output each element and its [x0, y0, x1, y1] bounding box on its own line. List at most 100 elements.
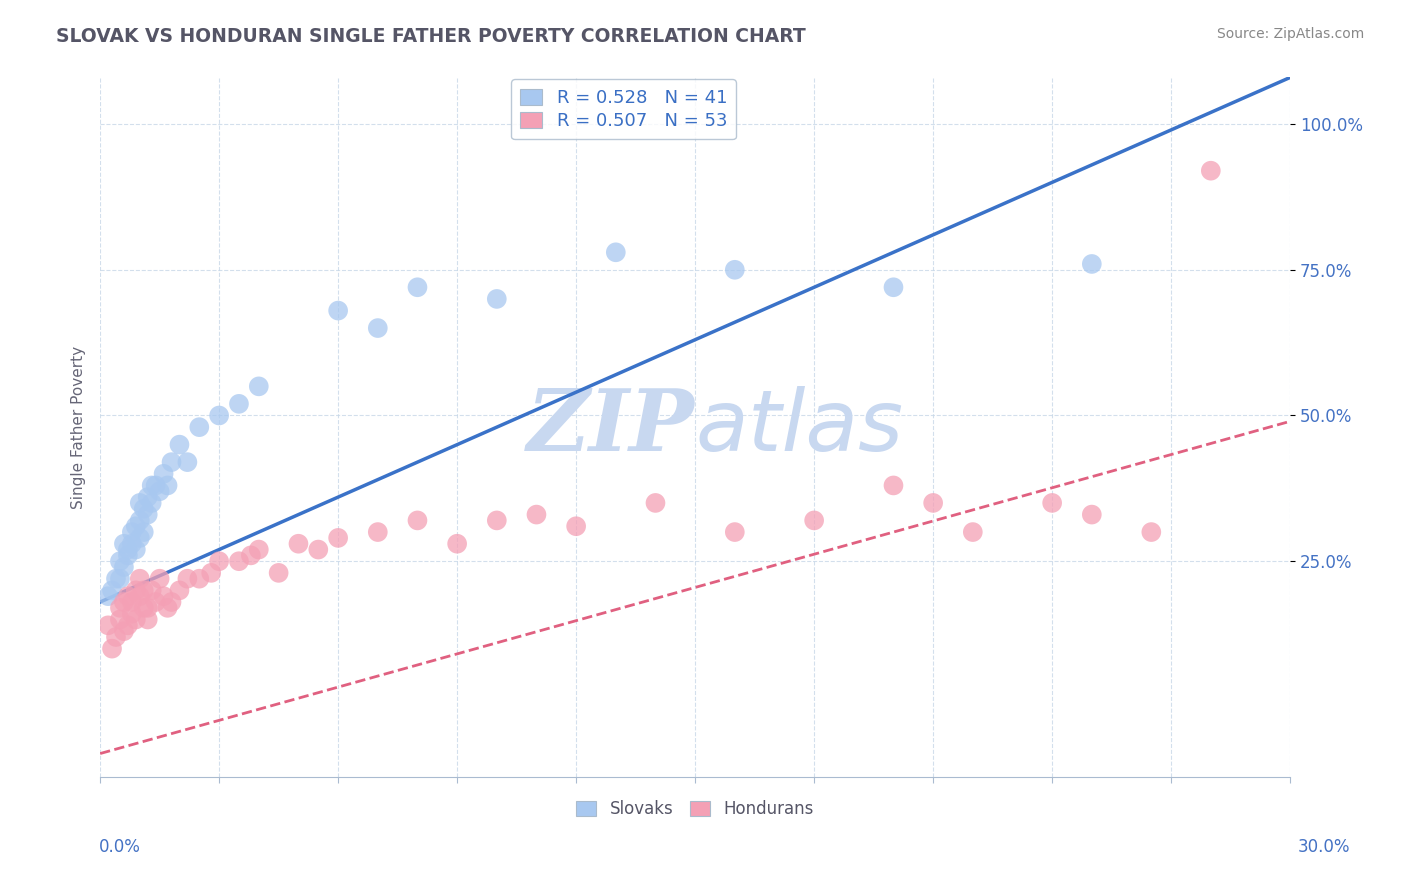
Point — [724, 262, 747, 277]
Text: 30.0%: 30.0% — [1298, 838, 1350, 856]
Point — [145, 478, 167, 492]
Point — [117, 542, 139, 557]
Text: ZIP: ZIP — [527, 385, 695, 469]
Point — [1140, 524, 1163, 539]
Point — [176, 572, 198, 586]
Point — [117, 618, 139, 632]
Point — [112, 624, 135, 639]
Point — [149, 484, 172, 499]
Text: 0.0%: 0.0% — [98, 838, 141, 856]
Point — [1081, 508, 1104, 522]
Point — [152, 467, 174, 481]
Point — [125, 583, 148, 598]
Point — [141, 496, 163, 510]
Point — [132, 583, 155, 598]
Point — [156, 478, 179, 492]
Point — [136, 613, 159, 627]
Point — [605, 245, 627, 260]
Point — [406, 513, 429, 527]
Point — [169, 437, 191, 451]
Point — [485, 513, 508, 527]
Point — [247, 542, 270, 557]
Point — [228, 397, 250, 411]
Point — [1199, 163, 1222, 178]
Point — [149, 572, 172, 586]
Point — [882, 478, 904, 492]
Point — [112, 537, 135, 551]
Point — [326, 531, 349, 545]
Point — [188, 572, 211, 586]
Point — [267, 566, 290, 580]
Point — [132, 524, 155, 539]
Point — [125, 519, 148, 533]
Point — [247, 379, 270, 393]
Point — [117, 589, 139, 603]
Point — [108, 613, 131, 627]
Point — [882, 280, 904, 294]
Point — [121, 537, 143, 551]
Point — [132, 600, 155, 615]
Text: SLOVAK VS HONDURAN SINGLE FATHER POVERTY CORRELATION CHART: SLOVAK VS HONDURAN SINGLE FATHER POVERTY… — [56, 27, 806, 45]
Point — [446, 537, 468, 551]
Point — [160, 595, 183, 609]
Point — [152, 589, 174, 603]
Point — [105, 572, 128, 586]
Point — [121, 607, 143, 621]
Point — [406, 280, 429, 294]
Point — [108, 554, 131, 568]
Point — [112, 595, 135, 609]
Point — [121, 524, 143, 539]
Point — [188, 420, 211, 434]
Point — [307, 542, 329, 557]
Point — [326, 303, 349, 318]
Point — [1081, 257, 1104, 271]
Point — [228, 554, 250, 568]
Text: Source: ZipAtlas.com: Source: ZipAtlas.com — [1216, 27, 1364, 41]
Point — [101, 583, 124, 598]
Point — [128, 531, 150, 545]
Point — [1040, 496, 1063, 510]
Point — [962, 524, 984, 539]
Point — [128, 589, 150, 603]
Point — [208, 409, 231, 423]
Point — [922, 496, 945, 510]
Point — [565, 519, 588, 533]
Point — [141, 478, 163, 492]
Point — [208, 554, 231, 568]
Point — [287, 537, 309, 551]
Point — [128, 572, 150, 586]
Point — [97, 589, 120, 603]
Point — [121, 595, 143, 609]
Point — [367, 524, 389, 539]
Point — [156, 600, 179, 615]
Point — [644, 496, 666, 510]
Point — [108, 572, 131, 586]
Point — [125, 613, 148, 627]
Point — [160, 455, 183, 469]
Point — [117, 549, 139, 563]
Point — [803, 513, 825, 527]
Point — [176, 455, 198, 469]
Point — [136, 508, 159, 522]
Point — [136, 490, 159, 504]
Point — [97, 618, 120, 632]
Point — [526, 508, 548, 522]
Point — [132, 501, 155, 516]
Point — [128, 513, 150, 527]
Point — [112, 560, 135, 574]
Point — [141, 583, 163, 598]
Point — [367, 321, 389, 335]
Point — [105, 630, 128, 644]
Point — [136, 600, 159, 615]
Point — [724, 524, 747, 539]
Point — [169, 583, 191, 598]
Point — [200, 566, 222, 580]
Point — [101, 641, 124, 656]
Point — [239, 549, 262, 563]
Point — [145, 595, 167, 609]
Text: atlas: atlas — [695, 385, 903, 468]
Point — [108, 600, 131, 615]
Legend: Slovaks, Hondurans: Slovaks, Hondurans — [569, 793, 821, 824]
Y-axis label: Single Father Poverty: Single Father Poverty — [72, 345, 86, 508]
Point — [128, 496, 150, 510]
